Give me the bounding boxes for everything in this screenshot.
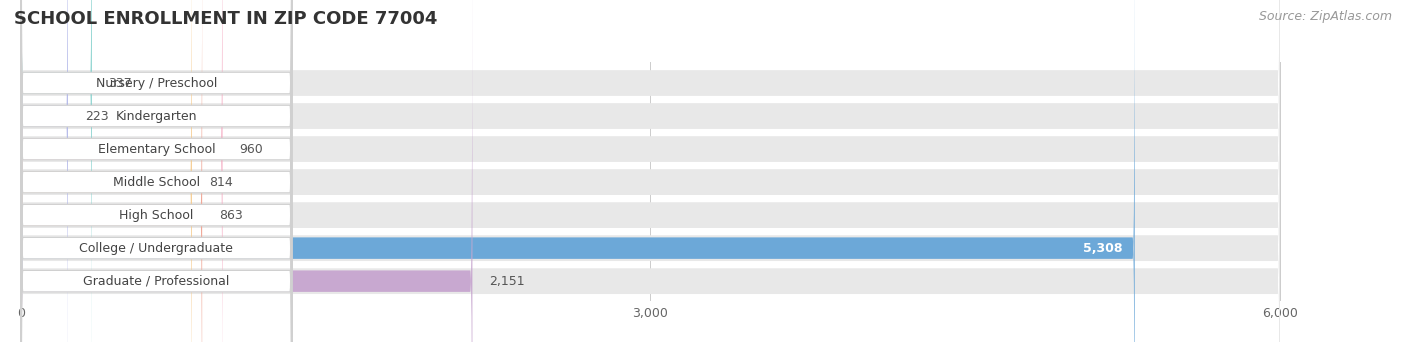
- FancyBboxPatch shape: [21, 0, 1279, 342]
- FancyBboxPatch shape: [21, 0, 91, 342]
- FancyBboxPatch shape: [21, 0, 1279, 342]
- Text: Kindergarten: Kindergarten: [115, 109, 197, 122]
- Text: College / Undergraduate: College / Undergraduate: [80, 242, 233, 255]
- Text: 337: 337: [108, 77, 132, 90]
- Text: Graduate / Professional: Graduate / Professional: [83, 275, 229, 288]
- Text: 5,308: 5,308: [1083, 242, 1122, 255]
- FancyBboxPatch shape: [21, 0, 202, 342]
- Text: 863: 863: [219, 209, 243, 222]
- FancyBboxPatch shape: [21, 0, 67, 342]
- FancyBboxPatch shape: [21, 0, 1279, 342]
- FancyBboxPatch shape: [21, 0, 1279, 342]
- FancyBboxPatch shape: [21, 0, 222, 342]
- Text: SCHOOL ENROLLMENT IN ZIP CODE 77004: SCHOOL ENROLLMENT IN ZIP CODE 77004: [14, 10, 437, 28]
- Text: Elementary School: Elementary School: [97, 143, 215, 156]
- FancyBboxPatch shape: [21, 0, 291, 342]
- Text: 814: 814: [208, 175, 232, 188]
- FancyBboxPatch shape: [21, 0, 291, 337]
- FancyBboxPatch shape: [21, 0, 1279, 342]
- FancyBboxPatch shape: [21, 0, 1279, 342]
- Text: 2,151: 2,151: [489, 275, 524, 288]
- Text: Nursery / Preschool: Nursery / Preschool: [96, 77, 217, 90]
- Text: High School: High School: [120, 209, 194, 222]
- Text: Source: ZipAtlas.com: Source: ZipAtlas.com: [1258, 10, 1392, 23]
- Text: 960: 960: [239, 143, 263, 156]
- FancyBboxPatch shape: [21, 0, 291, 342]
- FancyBboxPatch shape: [21, 28, 291, 342]
- FancyBboxPatch shape: [21, 0, 291, 342]
- FancyBboxPatch shape: [21, 0, 191, 342]
- FancyBboxPatch shape: [21, 0, 1135, 342]
- FancyBboxPatch shape: [21, 0, 472, 342]
- Text: Middle School: Middle School: [112, 175, 200, 188]
- Text: 223: 223: [84, 109, 108, 122]
- FancyBboxPatch shape: [21, 0, 291, 342]
- FancyBboxPatch shape: [21, 0, 291, 342]
- FancyBboxPatch shape: [21, 0, 1279, 342]
